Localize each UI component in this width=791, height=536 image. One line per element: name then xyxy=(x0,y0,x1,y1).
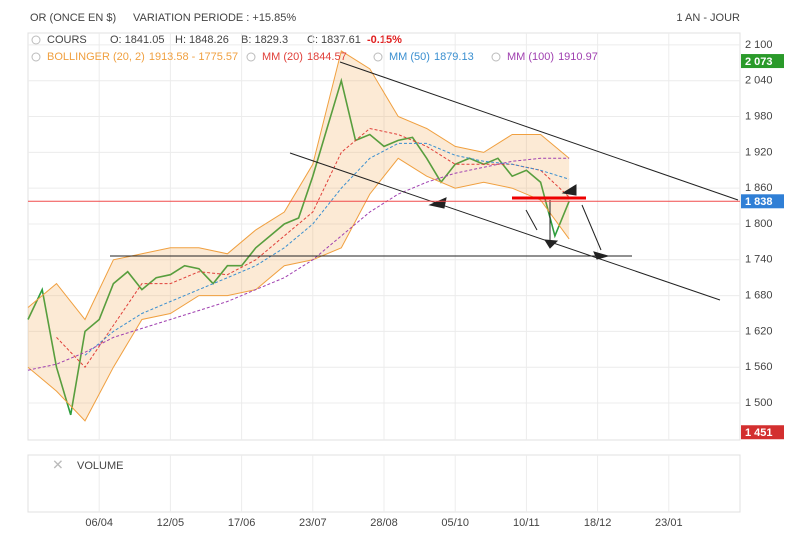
volume-label: VOLUME xyxy=(77,460,123,472)
legend-name: MM (100) xyxy=(507,51,554,63)
price-badge xyxy=(741,425,784,440)
x-tick-label: 12/05 xyxy=(157,517,185,529)
legend-icon xyxy=(31,52,41,62)
legend-value: 1844.57 xyxy=(307,51,347,63)
x-tick-label: 23/07 xyxy=(299,517,327,529)
legend-name: MM (20) xyxy=(262,51,303,63)
chart-title: OR (ONCE EN $) xyxy=(30,12,116,24)
x-tick-label: 10/11 xyxy=(513,517,540,529)
price-badge xyxy=(741,54,784,69)
legend-value: 1879.13 xyxy=(434,51,474,63)
price-badge-label: 1 451 xyxy=(745,427,773,439)
legend-value: 1910.97 xyxy=(558,51,598,63)
y-tick-label: 1 980 xyxy=(745,110,773,122)
moving-average xyxy=(27,157,570,371)
legend-entry[interactable]: MM (100) 1910.97 xyxy=(507,51,598,63)
x-tick-label: 06/04 xyxy=(85,517,113,529)
legend-entry[interactable]: MM (50) 1879.13 xyxy=(389,51,474,63)
drawings xyxy=(110,61,739,301)
legend-icon xyxy=(373,52,383,62)
legend-name: MM (50) xyxy=(389,51,430,63)
moving-average xyxy=(84,142,570,356)
x-tick-label: 18/12 xyxy=(584,517,612,529)
chart-subtitle: VARIATION PERIODE : +15.85% xyxy=(133,12,296,24)
y-tick-label: 1 800 xyxy=(745,218,773,230)
y-tick-label: 1 680 xyxy=(745,289,773,301)
quote-high: H: 1848.26 xyxy=(175,34,229,46)
x-tick-label: 05/10 xyxy=(441,517,469,529)
legend-icon xyxy=(246,52,256,62)
x-tick-label: 17/06 xyxy=(228,517,256,529)
y-tick-label: 2 040 xyxy=(745,75,773,87)
bollinger-upper xyxy=(27,50,570,321)
y-tick-label: 2 100 xyxy=(745,39,773,51)
price-badge-label: 2 073 xyxy=(745,56,773,68)
quote-close: C: 1837.61 xyxy=(307,34,361,46)
price-badge xyxy=(741,194,784,209)
legend-name: BOLLINGER (20, 2) xyxy=(47,51,145,63)
price-line xyxy=(27,77,570,416)
period[interactable]: 1 AN - JOUR xyxy=(676,12,740,24)
price-badge-label: 1 838 xyxy=(745,196,773,208)
y-tick-label: 1 620 xyxy=(745,325,773,337)
bollinger-lower xyxy=(27,157,570,422)
y-tick-label: 1 560 xyxy=(745,361,773,373)
gear-icon[interactable] xyxy=(31,35,41,45)
legend-entry[interactable]: MM (20) 1844.57 xyxy=(262,51,347,63)
quote-label: COURS xyxy=(47,34,87,46)
moving-average xyxy=(56,127,570,368)
y-tick-label: 1 500 xyxy=(745,397,773,409)
quote-low: B: 1829.3 xyxy=(241,34,288,46)
y-tick-label: 1 860 xyxy=(745,182,773,194)
x-tick-label: 28/08 xyxy=(370,517,398,529)
x-tick-label: 23/01 xyxy=(655,517,683,529)
close-icon[interactable]: ✕ xyxy=(52,457,64,473)
legend-icon xyxy=(491,52,501,62)
y-tick-label: 1 740 xyxy=(745,254,773,266)
y-tick-label: 1 920 xyxy=(745,146,773,158)
legend-entry[interactable]: BOLLINGER (20, 2) 1913.58 - 1775.57 xyxy=(47,51,238,63)
quote-open: O: 1841.05 xyxy=(110,34,164,46)
quote-change: -0.15% xyxy=(367,34,402,46)
legend-value: 1913.58 - 1775.57 xyxy=(149,51,238,63)
